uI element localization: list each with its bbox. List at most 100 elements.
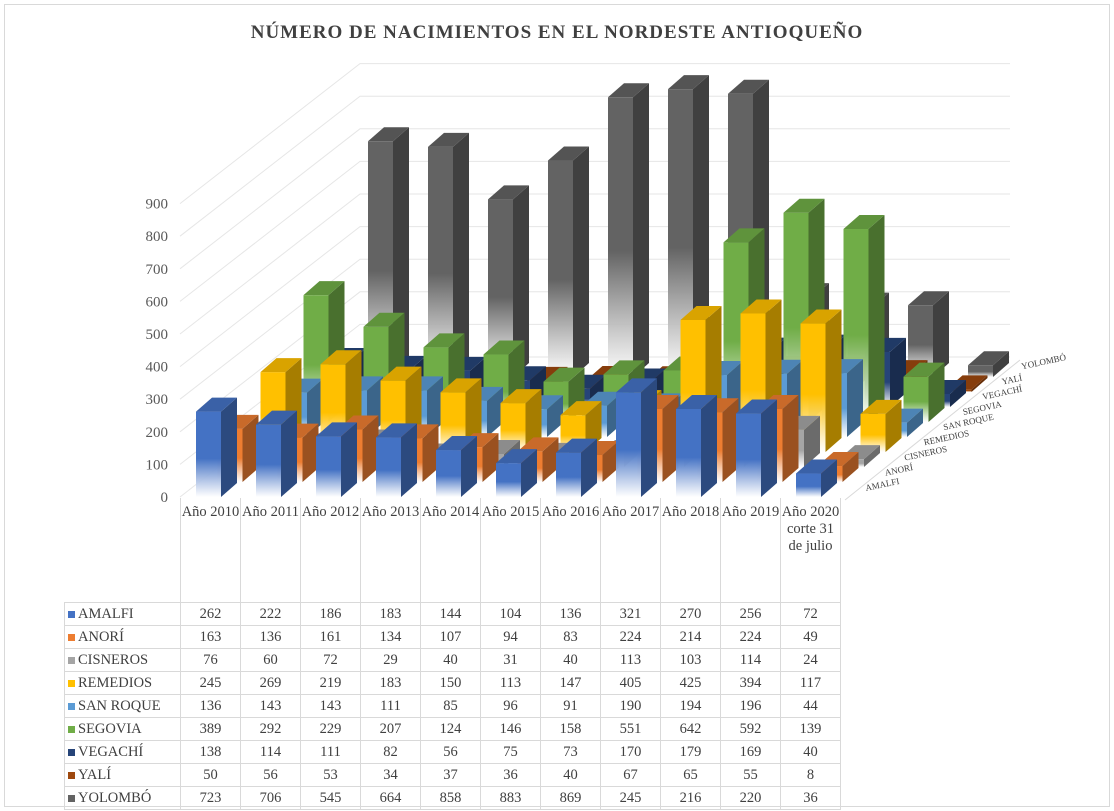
- legend-swatch: [68, 634, 75, 642]
- table-cell: 161: [300, 625, 361, 649]
- bar: [316, 422, 357, 497]
- table-cell: 222: [240, 602, 301, 626]
- table-cell: 723: [180, 786, 241, 810]
- category-label: Año 2010: [180, 498, 241, 603]
- depth-label: YOLOMBÓ: [1020, 352, 1067, 371]
- table-cell: 169: [720, 740, 781, 764]
- table-cell: 139: [780, 717, 841, 741]
- category-label: Año 2018: [660, 498, 721, 603]
- category-label: Año 2011: [240, 498, 301, 603]
- table-cell: 24: [780, 648, 841, 672]
- table-cell: 8: [780, 763, 841, 787]
- table-cell: 269: [240, 671, 301, 695]
- depth-label: ANORÍ: [884, 462, 914, 478]
- table-cell: 36: [780, 786, 841, 810]
- category-label: Año 2016: [540, 498, 601, 603]
- table-cell: 113: [480, 671, 541, 695]
- table-cell: 170: [600, 740, 661, 764]
- bar: [256, 410, 297, 497]
- y-tick-label: 900: [146, 197, 169, 213]
- legend-swatch: [68, 657, 75, 665]
- legend-swatch: [68, 772, 75, 780]
- series-label: YALÍ: [64, 763, 181, 787]
- gridline: [179, 160, 1010, 302]
- table-row: AMALFI 262 222 186 183 144 104 136 321 270 256 72: [64, 602, 841, 626]
- table-cell: 56: [420, 740, 481, 764]
- legend-swatch: [68, 795, 75, 803]
- bar: [608, 83, 649, 378]
- table-cell: 146: [480, 717, 541, 741]
- table-cell: 706: [240, 786, 301, 810]
- table-cell: 179: [660, 740, 721, 764]
- series-label: VEGACHÍ: [64, 740, 181, 764]
- table-cell: 394: [720, 671, 781, 695]
- table-row: SAN ROQUE 136 143 143 111 85 96 91 190 194 196 44: [64, 694, 841, 718]
- table-cell: 136: [180, 694, 241, 718]
- bar: [676, 394, 717, 497]
- table-cell: 55: [720, 763, 781, 787]
- bar: [860, 399, 902, 452]
- table-cell: 143: [300, 694, 361, 718]
- table-cell: 144: [420, 602, 481, 626]
- table-cell: 111: [300, 740, 361, 764]
- table-cell: 40: [420, 648, 481, 672]
- table-cell: 219: [300, 671, 361, 695]
- legend-swatch: [68, 749, 75, 757]
- table-cell: 72: [300, 648, 361, 672]
- table-cell: 216: [660, 786, 721, 810]
- table-cell: 664: [360, 786, 421, 810]
- table-cell: 869: [540, 786, 601, 810]
- table-row: REMEDIOS 245 269 219 183 150 113 147 405 425 394 11…: [64, 671, 841, 695]
- table-cell: 114: [720, 648, 781, 672]
- table-cell: 96: [480, 694, 541, 718]
- table-cell: 196: [720, 694, 781, 718]
- table-cell: 245: [180, 671, 241, 695]
- table-cell: 114: [240, 740, 301, 764]
- table-row: CISNEROS 76 60 72 29 40 31 40 113 103 114 24: [64, 648, 841, 672]
- table-cell: 214: [660, 625, 721, 649]
- table-cell: 136: [540, 602, 601, 626]
- gridlines: [179, 63, 1010, 498]
- table-cell: 190: [600, 694, 661, 718]
- y-tick-label: 700: [146, 262, 169, 278]
- depth-label: YALÍ: [1001, 373, 1023, 387]
- table-cell: 592: [720, 717, 781, 741]
- table-cell: 60: [240, 648, 301, 672]
- table-cell: 107: [420, 625, 481, 649]
- y-tick-label: 300: [146, 392, 169, 408]
- table-cell: 36: [480, 763, 541, 787]
- table-cell: 134: [360, 625, 421, 649]
- table-cell: 113: [600, 648, 661, 672]
- table-cell: 117: [780, 671, 841, 695]
- bar: [376, 423, 417, 497]
- table-cell: 224: [720, 625, 781, 649]
- table-cell: 49: [780, 625, 841, 649]
- data-table: Año 2010 Año 2011 Año 2012 Año 2013 Año 2014…: [64, 498, 841, 810]
- table-cell: 72: [780, 602, 841, 626]
- table-cell: 186: [300, 602, 361, 626]
- table-cell: 65: [660, 763, 721, 787]
- table-cell: 425: [660, 671, 721, 695]
- table-cell: 224: [600, 625, 661, 649]
- table-cell: 158: [540, 717, 601, 741]
- bars: [196, 75, 1009, 497]
- table-row: ANORÍ 163 136 161 134 107 94 83 224 214 224 49: [64, 625, 841, 649]
- table-cell: 37: [420, 763, 481, 787]
- table-cell: 67: [600, 763, 661, 787]
- bar: [968, 351, 1009, 377]
- table-cell: 321: [600, 602, 661, 626]
- table-cell: 124: [420, 717, 481, 741]
- series-label: CISNEROS: [64, 648, 181, 672]
- table-cell: 82: [360, 740, 421, 764]
- table-cell: 44: [780, 694, 841, 718]
- bar: [556, 438, 597, 497]
- table-cell: 220: [720, 786, 781, 810]
- bar: [500, 389, 542, 452]
- table-cell: 194: [660, 694, 721, 718]
- series-label: REMEDIOS: [64, 671, 181, 695]
- table-cell: 76: [180, 648, 241, 672]
- category-label: Año 2015: [480, 498, 541, 603]
- table-cell: 40: [540, 648, 601, 672]
